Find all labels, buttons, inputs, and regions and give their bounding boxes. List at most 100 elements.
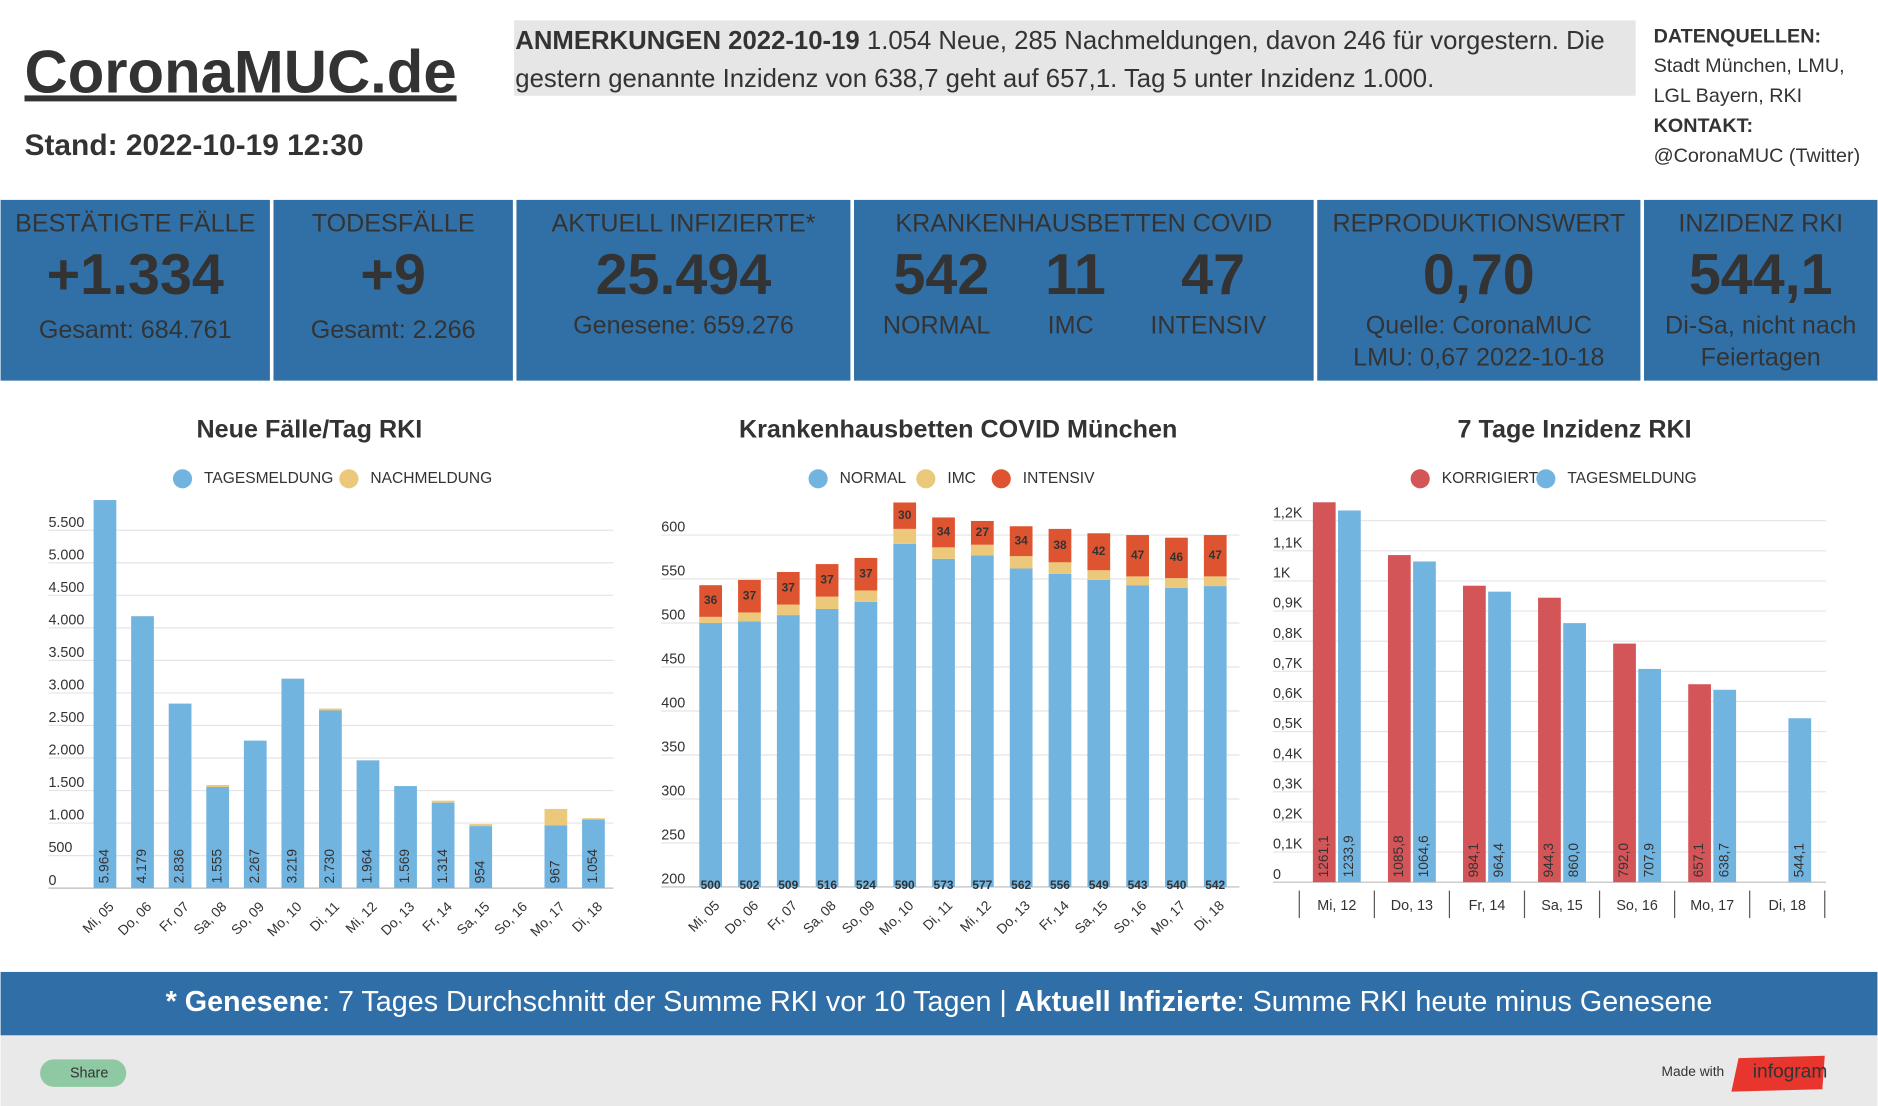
data-label: 500 bbox=[701, 878, 721, 892]
kpi-subtext: Gesamt: 2.266 bbox=[311, 316, 476, 344]
data-label: 3.219 bbox=[284, 849, 299, 883]
bar bbox=[582, 818, 605, 820]
kpi-subtext: Di-Sa, nicht nach bbox=[1665, 311, 1856, 339]
data-label: 984,1 bbox=[1466, 843, 1481, 877]
data-label: 1261,1 bbox=[1316, 835, 1331, 877]
x-tick-label: Sa, 08 bbox=[191, 899, 230, 938]
kpi-label: NORMAL bbox=[883, 311, 991, 339]
data-label: 34 bbox=[937, 525, 951, 539]
kpi-subtext: Feiertagen bbox=[1701, 344, 1821, 372]
y-tick-label: 1.000 bbox=[48, 808, 84, 824]
bar bbox=[1613, 643, 1636, 883]
bar bbox=[1048, 528, 1072, 563]
share-label[interactable]: Share bbox=[70, 1065, 108, 1081]
data-label: 30 bbox=[898, 508, 912, 522]
x-tick-label: Fr, 07 bbox=[765, 898, 800, 933]
data-label: 1.054 bbox=[585, 849, 600, 884]
share-button[interactable] bbox=[40, 1059, 127, 1087]
notes-line: gestern genannte Inzidenz von 638,7 geht… bbox=[515, 65, 1434, 93]
kpi-box bbox=[0, 199, 270, 381]
bar bbox=[738, 621, 761, 887]
data-label: 638,7 bbox=[1716, 843, 1731, 877]
made-with: Made with bbox=[1662, 1064, 1725, 1079]
site-title: CoronaMUC.de bbox=[25, 38, 457, 105]
x-tick-label: Sa, 15 bbox=[454, 899, 493, 938]
data-label: 543 bbox=[1128, 878, 1148, 892]
bar bbox=[893, 502, 917, 529]
timestamp: Stand: 2022-10-19 12:30 bbox=[25, 129, 364, 162]
data-label: 860,0 bbox=[1566, 843, 1581, 878]
y-tick-label: 0,4K bbox=[1273, 746, 1303, 762]
data-label: 967 bbox=[548, 860, 563, 883]
data-label: 47 bbox=[1209, 548, 1223, 562]
data-label: 47 bbox=[1131, 548, 1145, 562]
y-tick-label: 3.500 bbox=[48, 645, 84, 661]
data-label: 37 bbox=[782, 580, 796, 594]
y-tick-label: 0,3K bbox=[1273, 776, 1303, 792]
legend-marker bbox=[172, 469, 193, 489]
kpi-box bbox=[1644, 199, 1878, 381]
data-label: 562 bbox=[1011, 878, 1031, 892]
data-label: 27 bbox=[976, 525, 990, 539]
data-label: 4.179 bbox=[134, 849, 149, 883]
data-label: 954 bbox=[472, 860, 487, 883]
kpi-value: 544,1 bbox=[1689, 243, 1833, 307]
data-label: 37 bbox=[820, 573, 834, 587]
bar bbox=[854, 557, 878, 591]
bar bbox=[1713, 689, 1737, 883]
x-tick-label: Mo, 10 bbox=[876, 898, 917, 939]
bar bbox=[1788, 718, 1812, 883]
bar bbox=[776, 571, 800, 605]
kpi-value: +1.334 bbox=[47, 243, 224, 307]
y-tick-label: 500 bbox=[48, 840, 72, 856]
x-tick-label: Di, 11 bbox=[307, 899, 342, 934]
legend-label: TAGESMELDUNG bbox=[204, 470, 333, 487]
data-label: 1.569 bbox=[397, 849, 412, 883]
y-tick-label: 0,6K bbox=[1273, 686, 1303, 702]
legend-label: NACHMELDUNG bbox=[370, 470, 492, 487]
data-label: 42 bbox=[1092, 544, 1106, 558]
data-label: 549 bbox=[1089, 878, 1109, 892]
bar bbox=[699, 585, 723, 617]
bar bbox=[1688, 684, 1711, 883]
bar bbox=[1087, 570, 1111, 580]
source-line: Stadt München, LMU, bbox=[1654, 55, 1845, 77]
y-tick-label: 450 bbox=[661, 652, 685, 668]
x-tick-label: Di, 18 bbox=[569, 899, 605, 935]
x-tick-label: So, 09 bbox=[839, 898, 878, 937]
bar bbox=[970, 520, 994, 545]
kpi-value: 47 bbox=[1181, 243, 1245, 307]
x-tick-label: Do, 06 bbox=[722, 898, 762, 938]
legend-marker bbox=[916, 469, 936, 489]
data-label: 2.730 bbox=[322, 849, 337, 884]
y-tick-label: 300 bbox=[661, 784, 685, 800]
y-tick-label: 400 bbox=[661, 696, 685, 712]
data-label: 38 bbox=[1053, 538, 1067, 552]
bar bbox=[854, 590, 878, 602]
kpi-box bbox=[854, 199, 1314, 381]
y-tick-label: 0,7K bbox=[1273, 656, 1303, 672]
y-tick-label: 1K bbox=[1273, 566, 1291, 582]
x-tick-label: So, 16 bbox=[1111, 898, 1150, 937]
bar bbox=[206, 785, 230, 787]
kpi-title: TODESFÄLLE bbox=[312, 210, 475, 238]
bar bbox=[1048, 573, 1072, 887]
kpi-subtext: LMU: 0,67 2022-10-18 bbox=[1353, 344, 1604, 372]
y-tick-label: 0 bbox=[48, 873, 56, 889]
y-tick-label: 1.500 bbox=[48, 775, 84, 791]
y-tick-label: 0,9K bbox=[1273, 596, 1303, 612]
legend-marker bbox=[1410, 469, 1430, 489]
bar bbox=[970, 544, 994, 556]
y-tick-label: 1,1K bbox=[1273, 535, 1303, 551]
x-tick-label: So, 16 bbox=[1616, 898, 1658, 914]
data-label: 509 bbox=[778, 878, 798, 892]
bar bbox=[1126, 535, 1149, 577]
x-tick-label: Mo, 17 bbox=[527, 899, 567, 939]
data-label: 524 bbox=[856, 878, 876, 892]
bar bbox=[431, 802, 455, 889]
data-label: 34 bbox=[1015, 533, 1029, 547]
bar bbox=[699, 623, 723, 887]
bar bbox=[932, 547, 955, 559]
bar bbox=[970, 555, 994, 887]
